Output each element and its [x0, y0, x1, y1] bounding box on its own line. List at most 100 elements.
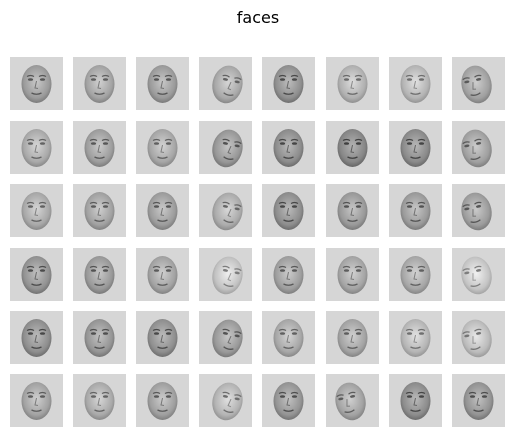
face-tile: [199, 248, 252, 301]
face-tile: [136, 184, 189, 237]
face-image: [262, 121, 315, 174]
face-shape: [337, 256, 368, 294]
face-shape: [335, 382, 366, 421]
face-tile: [452, 248, 505, 301]
face-image: [136, 248, 189, 301]
face-tile: [389, 311, 442, 364]
face-image: [136, 184, 189, 237]
face-tile: [136, 57, 189, 110]
face-tile: [136, 311, 189, 364]
face-tile: [326, 57, 379, 110]
face-image: [199, 121, 252, 174]
face-tile: [262, 311, 315, 364]
face-image: [452, 311, 505, 364]
face-tile: [262, 184, 315, 237]
face-tile: [262, 374, 315, 427]
face-tile: [73, 248, 126, 301]
face-shape: [21, 256, 52, 294]
face-tile: [73, 311, 126, 364]
face-shape: [273, 319, 304, 357]
face-image: [326, 57, 379, 110]
face-image: [136, 311, 189, 364]
face-image: [262, 248, 315, 301]
face-tile: [10, 121, 63, 174]
face-tile: [199, 184, 252, 237]
face-image: [73, 248, 126, 301]
face-image: [326, 374, 379, 427]
face-tile: [10, 374, 63, 427]
face-shape: [461, 256, 492, 295]
face-shape: [84, 382, 115, 420]
face-tile: [10, 57, 63, 110]
face-image: [389, 311, 442, 364]
face-shape: [461, 65, 492, 104]
face-tile: [136, 374, 189, 427]
face-shape: [400, 382, 431, 420]
face-tile: [136, 121, 189, 174]
face-image: [389, 121, 442, 174]
face-tile: [262, 248, 315, 301]
face-image: [452, 374, 505, 427]
face-image: [452, 248, 505, 301]
face-image: [452, 57, 505, 110]
face-image: [136, 57, 189, 110]
face-image: [452, 184, 505, 237]
face-shape: [400, 192, 431, 230]
face-image: [389, 57, 442, 110]
face-image: [73, 184, 126, 237]
face-shape: [212, 382, 243, 421]
face-shape: [273, 256, 304, 294]
face-shape: [21, 319, 52, 357]
face-shape: [21, 192, 52, 230]
face-tile: [199, 311, 252, 364]
face-image: [73, 374, 126, 427]
face-shape: [273, 192, 304, 230]
face-shape: [400, 319, 431, 357]
face-image: [10, 184, 63, 237]
face-tile: [452, 121, 505, 174]
face-shape: [84, 319, 115, 357]
face-tile: [389, 57, 442, 110]
face-shape: [21, 382, 52, 420]
face-image: [389, 184, 442, 237]
face-shape: [461, 129, 492, 168]
face-shape: [461, 319, 492, 358]
face-tile: [73, 57, 126, 110]
face-shape: [147, 192, 178, 230]
face-tile: [262, 57, 315, 110]
face-tile: [136, 248, 189, 301]
face-tile: [326, 311, 379, 364]
face-shape: [212, 192, 243, 231]
face-tile: [326, 184, 379, 237]
face-image: [199, 374, 252, 427]
face-shape: [84, 256, 115, 294]
face-shape: [273, 65, 304, 103]
face-image: [73, 57, 126, 110]
face-shape: [147, 319, 178, 357]
face-image: [10, 57, 63, 110]
figure-title: faces: [236, 8, 280, 27]
face-shape: [212, 65, 243, 104]
face-tile: [73, 374, 126, 427]
face-image: [10, 121, 63, 174]
face-shape: [21, 65, 52, 103]
face-shape: [337, 192, 368, 230]
face-image: [389, 374, 442, 427]
face-tile: [10, 248, 63, 301]
face-image: [10, 248, 63, 301]
face-tile: [326, 248, 379, 301]
face-shape: [212, 256, 243, 295]
face-image: [199, 184, 252, 237]
face-tile: [73, 184, 126, 237]
face-shape: [337, 319, 368, 357]
face-image: [326, 121, 379, 174]
face-image: [199, 57, 252, 110]
face-image: [262, 57, 315, 110]
face-image: [73, 121, 126, 174]
face-shape: [337, 65, 368, 103]
face-tile: [199, 121, 252, 174]
face-shape: [21, 129, 52, 167]
face-tile: [262, 121, 315, 174]
face-shape: [273, 382, 304, 420]
